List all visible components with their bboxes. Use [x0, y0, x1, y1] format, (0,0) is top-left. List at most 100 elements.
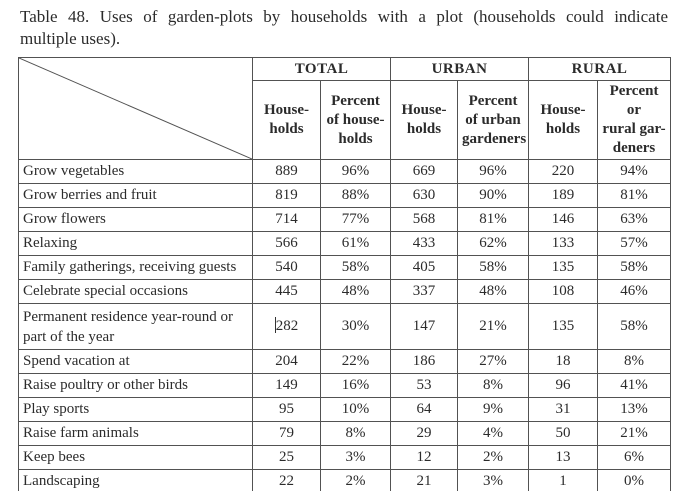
- table-cell: 337: [390, 279, 459, 304]
- table-cell: 204: [252, 349, 321, 374]
- table-row: Family gatherings, receiving guests 540 …: [18, 255, 672, 280]
- table-cell: 25: [252, 445, 321, 470]
- table-cell: 29: [390, 421, 459, 446]
- table-cell: 90%: [457, 183, 530, 208]
- diagonal-header-cell: [18, 57, 253, 160]
- table-cell: 46%: [597, 279, 672, 304]
- table-cell: 133: [528, 231, 599, 256]
- subheader-rural-percent: Percent or rural gar- deners: [597, 80, 672, 160]
- garden-plot-uses-table: TOTAL URBAN RURAL House- holds Percent o…: [18, 57, 672, 491]
- table-cell: 27%: [457, 349, 530, 374]
- text-cursor-artifact: [274, 317, 276, 333]
- table-cell: 30%: [319, 303, 392, 350]
- row-label: Landscaping: [18, 469, 253, 491]
- table-cell: 22: [252, 469, 321, 491]
- table-cell: 149: [252, 373, 321, 398]
- table-cell: 48%: [457, 279, 530, 304]
- row-label: Permanent residence year-round or part o…: [18, 303, 253, 350]
- table-cell: 8%: [597, 349, 672, 374]
- table-row: Grow flowers 714 77% 568 81% 146 63%: [18, 207, 672, 232]
- table-cell: 445: [252, 279, 321, 304]
- table-cell: 64: [390, 397, 459, 422]
- table-cell: 189: [528, 183, 599, 208]
- table-cell: 819: [252, 183, 321, 208]
- table-cell: 12: [390, 445, 459, 470]
- table-cell: 669: [390, 159, 459, 184]
- table-cell: 62%: [457, 231, 530, 256]
- table-row: Spend vacation at 204 22% 186 27% 18 8%: [18, 349, 672, 374]
- table-cell: 57%: [597, 231, 672, 256]
- table-cell: 146: [528, 207, 599, 232]
- table-cell: 2%: [457, 445, 530, 470]
- table-row: Landscaping 22 2% 21 3% 1 0%: [18, 469, 672, 491]
- table-cell: 41%: [597, 373, 672, 398]
- table-cell: 889: [252, 159, 321, 184]
- header-row-subcolumns: House- holds Percent of house- holds Hou…: [19, 80, 672, 160]
- table-cell: 714: [252, 207, 321, 232]
- table-caption-line1: Table 48. Uses of garden-plots by househ…: [20, 7, 668, 26]
- table-cell: 2%: [319, 469, 392, 491]
- subheader-urban-percent: Percent of urban gardeners: [457, 80, 530, 160]
- group-header-rural: RURAL: [528, 57, 672, 81]
- table-cell: 282: [252, 303, 321, 350]
- cell-value: 282: [275, 318, 299, 334]
- table-cell: 4%: [457, 421, 530, 446]
- table-cell: 31: [528, 397, 599, 422]
- table-cell: 81%: [457, 207, 530, 232]
- table-cell: 405: [390, 255, 459, 280]
- table-cell: 63%: [597, 207, 672, 232]
- table-cell: 53: [390, 373, 459, 398]
- table-caption: Table 48. Uses of garden-plots by househ…: [20, 6, 668, 50]
- table-cell: 433: [390, 231, 459, 256]
- table-cell: 61%: [319, 231, 392, 256]
- table-cell: 1: [528, 469, 599, 491]
- table-cell: 135: [528, 303, 599, 350]
- table-cell: 50: [528, 421, 599, 446]
- table-cell: 10%: [319, 397, 392, 422]
- table-row: Raise farm animals 79 8% 29 4% 50 21%: [18, 421, 672, 446]
- group-header-total: TOTAL: [251, 57, 392, 81]
- table-cell: 48%: [319, 279, 392, 304]
- row-label: Grow vegetables: [18, 159, 253, 184]
- table-cell: 21%: [597, 421, 672, 446]
- table-cell: 58%: [597, 255, 672, 280]
- table-cell: 96: [528, 373, 599, 398]
- table-cell: 9%: [457, 397, 530, 422]
- table-cell: 0%: [597, 469, 672, 491]
- table-cell: 3%: [457, 469, 530, 491]
- header-row-groups: TOTAL URBAN RURAL: [18, 57, 672, 160]
- table-caption-line2: multiple uses).: [20, 29, 121, 48]
- table-row: Permanent residence year-round or part o…: [18, 303, 672, 350]
- table-cell: 96%: [319, 159, 392, 184]
- row-label: Spend vacation at: [18, 349, 253, 374]
- table-cell: 13%: [597, 397, 672, 422]
- table-cell: 13: [528, 445, 599, 470]
- diagonal-line: [19, 58, 252, 159]
- table-cell: 94%: [597, 159, 672, 184]
- row-label: Grow berries and fruit: [18, 183, 253, 208]
- table-cell: 3%: [319, 445, 392, 470]
- table-cell: 18: [528, 349, 599, 374]
- row-label: Grow flowers: [18, 207, 253, 232]
- subheader-total-percent: Percent of house- holds: [319, 80, 392, 160]
- table-cell: 186: [390, 349, 459, 374]
- row-label: Keep bees: [18, 445, 253, 470]
- subheader-total-households: House- holds: [252, 80, 321, 160]
- table-cell: 6%: [597, 445, 672, 470]
- table-cell: 22%: [319, 349, 392, 374]
- table-cell: 77%: [319, 207, 392, 232]
- table-cell: 96%: [457, 159, 530, 184]
- subheader-urban-households: House- holds: [390, 80, 459, 160]
- table-row: Grow vegetables 889 96% 669 96% 220 94%: [18, 159, 672, 184]
- table-cell: 568: [390, 207, 459, 232]
- table-row: Raise poultry or other birds 149 16% 53 …: [18, 373, 672, 398]
- table-row: Celebrate special occasions 445 48% 337 …: [18, 279, 672, 304]
- table-cell: 8%: [319, 421, 392, 446]
- table-cell: 21%: [457, 303, 530, 350]
- row-label: Raise farm animals: [18, 421, 253, 446]
- table-row: Play sports 95 10% 64 9% 31 13%: [18, 397, 672, 422]
- table-cell: 58%: [597, 303, 672, 350]
- row-label: Raise poultry or other birds: [18, 373, 253, 398]
- row-label: Play sports: [18, 397, 253, 422]
